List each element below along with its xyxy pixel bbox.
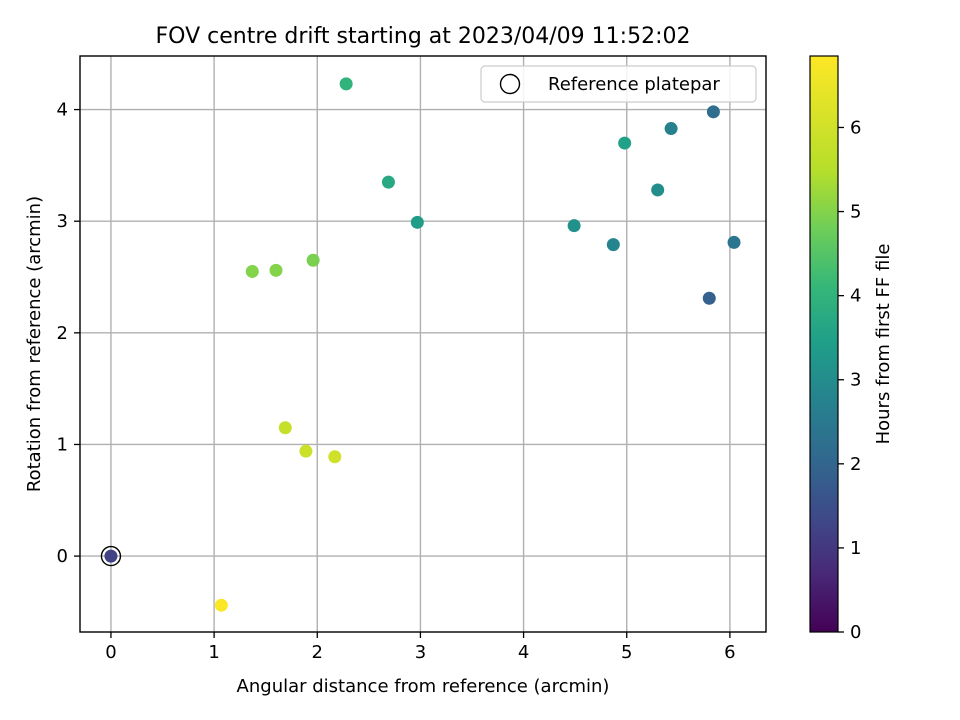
- data-point: [702, 291, 716, 305]
- x-axis-ticks: 0 1 2 3 4 5 6: [105, 632, 736, 663]
- x-tick-label: 6: [724, 642, 735, 663]
- legend-reference-marker: [499, 73, 521, 95]
- data-point: [306, 253, 320, 267]
- y-tick-label: 1: [57, 434, 68, 455]
- x-tick-label: 3: [415, 642, 426, 663]
- colorbar-tick-label: 2: [850, 454, 861, 475]
- y-tick-label: 2: [57, 323, 68, 344]
- data-point: [328, 450, 342, 464]
- data-point: [339, 77, 353, 91]
- data-point: [278, 421, 292, 435]
- legend-box: [480, 65, 757, 103]
- x-tick-label: 5: [621, 642, 632, 663]
- legend-entry-label: Reference platepar: [548, 74, 720, 95]
- chart-title: FOV centre drift starting at 2023/04/09 …: [156, 24, 691, 49]
- data-points: [104, 77, 741, 612]
- y-tick-label: 4: [57, 100, 68, 121]
- x-tick-label: 4: [518, 642, 529, 663]
- data-point: [606, 238, 620, 252]
- data-point: [214, 598, 228, 612]
- y-tick-label: 0: [57, 546, 68, 567]
- data-point: [651, 183, 665, 197]
- colorbar-ticks: 0 1 2 3 4 5 6: [838, 117, 861, 643]
- colorbar-tick-label: 3: [850, 370, 861, 391]
- data-point: [664, 122, 678, 136]
- x-tick-label: 1: [208, 642, 219, 663]
- plot-frame: [79, 55, 767, 633]
- data-point: [104, 549, 118, 563]
- data-point: [567, 219, 581, 233]
- colorbar-tick-label: 4: [850, 286, 861, 307]
- colorbar-tick-label: 5: [850, 202, 861, 223]
- grid: [80, 56, 766, 632]
- data-point: [381, 175, 395, 189]
- y-tick-label: 3: [57, 211, 68, 232]
- reference-platepar-marker: [100, 545, 122, 567]
- colorbar-tick-label: 6: [850, 117, 861, 138]
- colorbar-tick-label: 1: [850, 538, 861, 559]
- y-axis-ticks: 0 1 2 3 4: [57, 100, 80, 567]
- colorbar-tick-label: 0: [850, 622, 861, 643]
- data-point: [245, 264, 259, 278]
- data-point: [269, 263, 283, 277]
- x-tick-label: 2: [312, 642, 323, 663]
- data-point: [299, 444, 313, 458]
- reference-marker-group: [100, 545, 122, 567]
- data-point: [727, 235, 741, 249]
- colorbar-gradient: [809, 55, 839, 633]
- y-axis-label: Rotation from reference (arcmin): [24, 196, 45, 492]
- x-axis-label: Angular distance from reference (arcmin): [237, 676, 610, 697]
- colorbar: 0 1 2 3 4 5 6 Hours from first FF file: [809, 55, 894, 643]
- x-tick-label: 0: [105, 642, 116, 663]
- legend: Reference platepar: [480, 65, 757, 103]
- data-point: [410, 215, 424, 229]
- data-point: [618, 136, 632, 150]
- data-point: [706, 105, 720, 119]
- colorbar-label: Hours from first FF file: [873, 244, 894, 445]
